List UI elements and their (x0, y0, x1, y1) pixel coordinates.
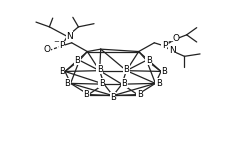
Text: B: B (155, 79, 161, 88)
Text: −: − (166, 39, 172, 45)
Text: B: B (145, 56, 151, 65)
Text: O: O (43, 46, 50, 54)
Text: B: B (123, 65, 129, 74)
Text: B: B (96, 65, 102, 74)
Text: B: B (136, 90, 142, 99)
Text: N: N (66, 32, 72, 41)
Text: B: B (58, 67, 64, 76)
Text: B: B (99, 79, 104, 88)
Text: N: N (168, 46, 175, 55)
Text: B: B (74, 56, 80, 65)
Text: P: P (161, 41, 166, 51)
Text: P: P (59, 41, 64, 51)
Text: B: B (83, 90, 89, 99)
Text: B: B (121, 79, 126, 88)
Text: −: − (53, 39, 59, 45)
Text: O: O (171, 34, 178, 42)
Text: B: B (110, 93, 115, 102)
Text: B: B (161, 67, 166, 76)
Text: B: B (64, 79, 70, 88)
